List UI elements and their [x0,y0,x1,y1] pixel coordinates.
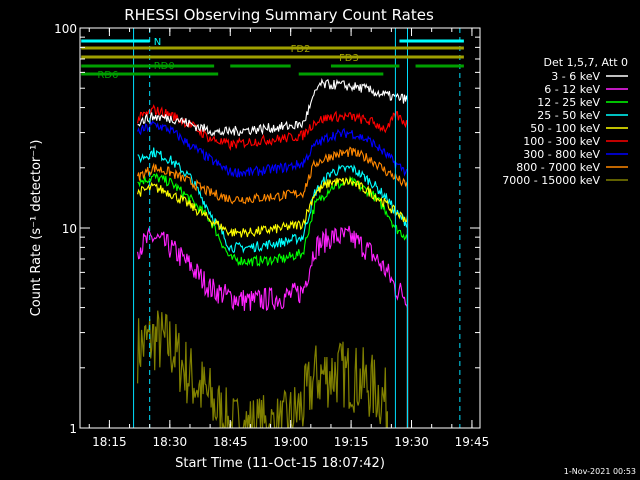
x-tick-label: 18:30 [153,435,188,449]
annotation-bars: N FD2 FD3 RD0 RD6 [81,37,464,81]
annotation-label: RD6 [97,70,118,81]
annotation-label: FD2 [291,44,311,55]
legend-label: 6 - 12 keV [544,83,600,96]
x-tick-label: 19:30 [394,435,429,449]
x-tick-label: 19:45 [455,435,490,449]
x-tick-label: 19:15 [334,435,369,449]
legend-label: 100 - 300 keV [523,135,600,148]
y-axis: 1 10 100 [54,22,480,436]
annotation-label: N [154,37,161,48]
legend-label: 12 - 25 keV [537,96,600,109]
annotation-label: RD0 [154,61,175,72]
x-tick-label: 18:15 [92,435,127,449]
x-tick-label: 19:00 [273,435,308,449]
y-tick-label: 1 [69,422,77,436]
y-tick-label: 100 [54,22,77,36]
x-axis-label: Start Time (11-Oct-15 18:07:42) [175,456,385,471]
timestamp: 1-Nov-2021 00:53 [564,467,636,476]
legend-label: 25 - 50 keV [537,109,600,122]
series-line [137,120,409,428]
series-line [137,77,409,428]
x-tick-label: 18:45 [213,435,248,449]
y-tick-label: 10 [62,222,77,236]
series-line [137,147,409,428]
legend-label: 3 - 6 keV [551,70,600,83]
legend-label: 800 - 7000 keV [516,161,600,174]
series-line [137,225,409,428]
vertical-markers [133,28,461,428]
series-line [137,310,388,428]
chart-title: RHESSI Observing Summary Count Rates [124,6,434,24]
series-layer [137,77,409,428]
x-axis: 18:15 18:30 18:45 19:00 19:15 19:30 19:45 [88,28,490,449]
annotation-label: FD3 [339,53,359,64]
legend-label: 7000 - 15000 keV [502,174,600,187]
y-axis-label: Count Rate (s⁻¹ detector⁻¹) [29,140,44,317]
legend-label: 50 - 100 keV [530,122,600,135]
legend-label: 300 - 800 keV [523,148,600,161]
series-line [137,172,409,428]
series-line [137,146,409,428]
series-line [137,176,409,428]
legend-title: Det 1,5,7, Att 0 [544,56,628,69]
